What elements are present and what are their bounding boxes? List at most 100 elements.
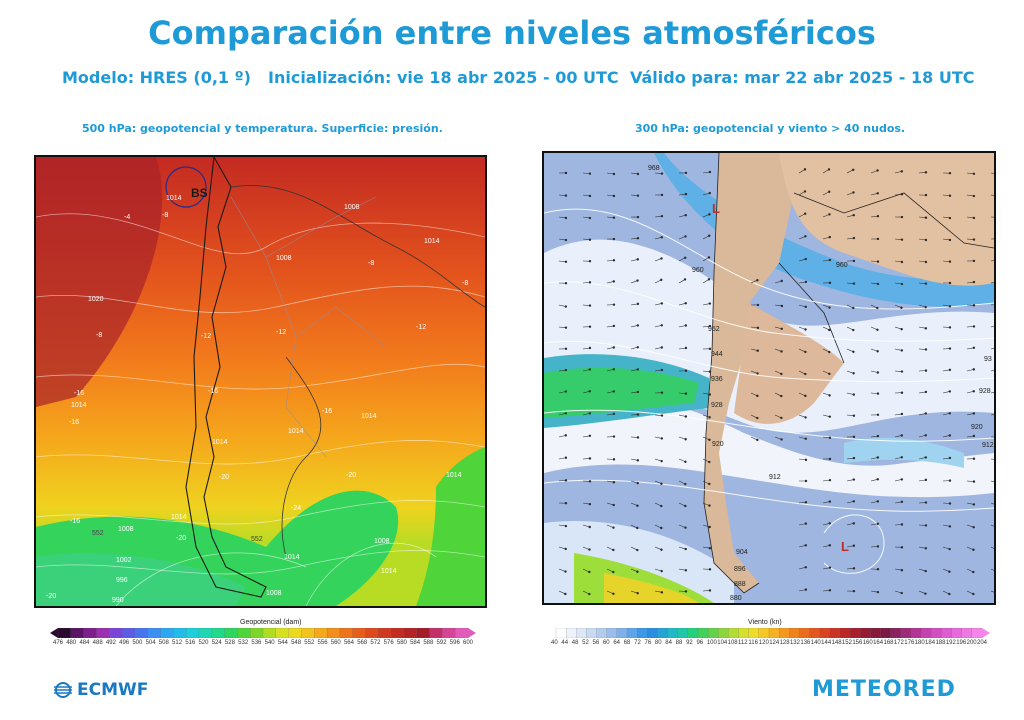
wind-arrow-head <box>876 568 880 571</box>
wind-arrow-head <box>564 347 568 351</box>
wind-arrow-head <box>612 303 616 306</box>
wind-arrow-head <box>636 324 640 327</box>
wind-arrow-head <box>756 394 759 398</box>
temperature-label: -8 <box>368 260 374 267</box>
wind-arrow-head <box>900 546 904 549</box>
geopotential-temperature-map: BS 1014 1008 1014 1020 1014 1014 1008 10… <box>34 155 487 608</box>
wind-arrow-head <box>660 414 664 417</box>
colorbar-tick-label: 600 <box>463 640 474 646</box>
wind-arrow-head <box>924 524 928 527</box>
wind-arrow-head <box>852 522 856 525</box>
wind-arrow-head <box>660 257 663 260</box>
wind-arrow-head <box>876 522 880 525</box>
wind-arrow-head <box>708 460 711 464</box>
wind-arrow-head <box>948 479 952 482</box>
colorbar-swatch <box>941 628 953 638</box>
wind-arrow-head <box>684 438 687 441</box>
colorbar-swatch <box>768 628 780 638</box>
colorbar-tick-label: 476 <box>53 640 64 646</box>
colorbar-swatch <box>121 628 136 638</box>
wind-arrow-head <box>636 237 640 240</box>
wind-arrow-head <box>828 436 832 439</box>
wind-arrow <box>990 304 994 306</box>
low-pressure-marker: L <box>841 539 849 554</box>
colorbar-tick-label: 56 <box>592 640 600 646</box>
wind-arrow-head <box>708 302 712 305</box>
pressure-label: 1020 <box>88 296 104 303</box>
temperature-label: -8 <box>96 332 102 339</box>
wind-arrow-head <box>924 193 928 197</box>
geopotential-label: 960 <box>692 267 704 274</box>
wind-arrow-head <box>876 306 879 310</box>
wind-arrow-head <box>900 523 904 526</box>
wind-arrow-head <box>852 214 855 217</box>
colorbar-swatch <box>839 628 851 638</box>
wind-arrow-head <box>660 324 663 327</box>
colorbar-swatch <box>728 628 740 638</box>
wind-arrow-head <box>660 591 664 594</box>
wind-arrow-head <box>708 504 711 507</box>
geopotential-label: 936 <box>711 376 723 383</box>
wind-arrow-head <box>876 590 880 594</box>
wind-arrow-head <box>900 500 904 504</box>
wind-arrow-head <box>684 324 688 327</box>
wind-arrow-head <box>612 435 616 438</box>
wind-arrow-head <box>660 368 664 372</box>
wind-arrow-head <box>660 482 663 485</box>
wind-arrow-head <box>924 569 927 573</box>
pressure-label: 1014 <box>284 554 300 561</box>
colorbar-swatch <box>667 628 679 638</box>
wind-arrow-head <box>804 372 807 376</box>
wind-arrow-head <box>588 434 592 437</box>
wind-arrow-head <box>708 568 712 571</box>
wind-arrow-head <box>684 590 688 593</box>
colorbar-tick-label: 144 <box>821 640 832 646</box>
colorbar-swatch <box>819 628 831 638</box>
colorbar-tick-label: 136 <box>800 640 811 646</box>
geopotential-label: 912 <box>982 442 994 449</box>
colorbar-swatch <box>626 628 638 638</box>
colorbar-tick-label: 84 <box>665 640 672 646</box>
wind-arrow-head <box>828 213 831 216</box>
wind-arrow-head <box>756 416 759 420</box>
wind-arrow-head <box>780 350 783 353</box>
colorbar-tick-label: 64 <box>613 640 621 646</box>
wind-arrow-head <box>828 372 831 376</box>
wind-arrow-head <box>660 278 663 282</box>
wind-arrow-head <box>972 592 975 596</box>
wind-arrow-head <box>588 238 592 241</box>
colorbar-tick-label: 112 <box>738 640 748 646</box>
colorbar-tick-label: 580 <box>396 640 407 646</box>
wind-arrow-head <box>588 194 592 198</box>
colorbar-tick-label: 540 <box>264 640 275 646</box>
wind-arrow-head <box>564 260 568 263</box>
wind-arrow-head <box>876 413 880 416</box>
colorbar-swatch <box>160 628 174 638</box>
wind-arrow-head <box>876 371 880 374</box>
colorbar-swatch <box>566 628 577 638</box>
wind-arrow-head <box>924 434 927 437</box>
pressure-label: 1008 <box>374 538 390 545</box>
wind-arrow-head <box>588 502 592 506</box>
wind-arrow-head <box>900 170 904 173</box>
colorbar-swatch <box>262 628 277 638</box>
colorbar-tick-label: 504 <box>145 640 156 646</box>
colorbar-swatch <box>429 628 443 638</box>
wind-arrow-head <box>636 504 639 507</box>
wind-arrow-head <box>708 438 711 442</box>
wind-arrow-head <box>876 545 880 548</box>
wind-arrow-head <box>900 478 904 481</box>
wind-arrow-head <box>924 171 928 174</box>
colorbar-swatch <box>301 628 315 638</box>
wind-arrow-head <box>828 394 831 397</box>
wind-arrow-head <box>612 194 616 198</box>
wind-arrow-head <box>828 457 832 461</box>
wind-arrow-head <box>636 436 640 439</box>
colorbar-arrow-left <box>548 628 556 638</box>
wind-arrow-head <box>924 547 928 550</box>
wind-arrow-head <box>660 214 664 218</box>
wind-arrow <box>990 568 994 571</box>
colorbar-tick-label: 568 <box>357 640 368 646</box>
wind-arrow-head <box>684 547 687 551</box>
wind-arrow-head <box>660 569 663 573</box>
